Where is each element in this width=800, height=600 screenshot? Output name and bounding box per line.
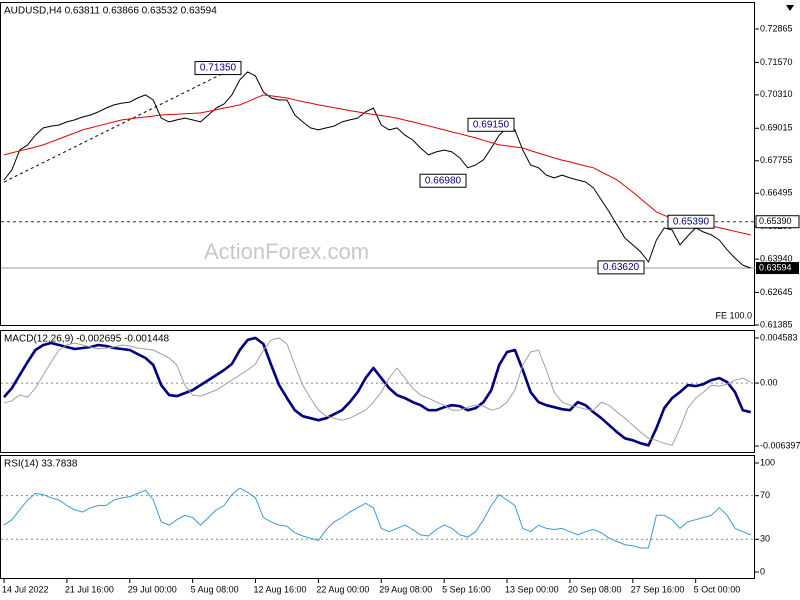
- annotation-box: [467, 117, 515, 132]
- macd-title: MACD(12,26,9) -0.002695 -0.001448: [4, 334, 170, 345]
- rsi-panel: [0, 455, 755, 579]
- y-tick-label: 0.00: [760, 377, 778, 387]
- y-tick-label: 0.63940: [760, 253, 793, 263]
- y-tick-label: 0.004583: [760, 332, 798, 342]
- last-price-box: [756, 262, 799, 275]
- y-tick-label: 0.67755: [760, 155, 793, 165]
- watermark: ActionForex.com: [204, 239, 369, 264]
- series-line: [3, 336, 752, 447]
- series-line: [3, 337, 751, 446]
- x-tick-label: 13 Sep 00:00: [505, 584, 559, 594]
- panel-toggle[interactable]: [786, 5, 794, 11]
- x-tick-label: 14 Jul 2022: [2, 584, 49, 594]
- fe-label: FE 100.0: [715, 310, 752, 320]
- x-tick-label: 22 Aug 00:00: [316, 584, 369, 594]
- x-tick-label: 27 Sep 16:00: [631, 584, 685, 594]
- x-tick-label: 5 Oct 00:00: [694, 584, 741, 594]
- annotation-label: 0.65390: [673, 216, 710, 227]
- annotation-label: 0.66980: [425, 175, 462, 186]
- trend-line: [3, 64, 241, 183]
- level-box: [755, 215, 800, 229]
- y-tick-label: 0: [760, 566, 765, 576]
- series-line: [3, 71, 751, 269]
- y-tick-label: 70: [760, 490, 770, 500]
- x-tick-label: 5 Sep 16:00: [442, 584, 491, 594]
- x-tick-label: 29 Jul 00:00: [128, 584, 177, 594]
- last-price-label: 0.63594: [759, 262, 792, 272]
- series-line: [3, 94, 751, 236]
- y-tick-label: 0.71570: [760, 57, 793, 67]
- y-tick-label: 30: [760, 534, 770, 544]
- macd-panel: [0, 330, 755, 453]
- annotation-label: 0.63620: [603, 262, 640, 273]
- y-tick-label: 0.66495: [760, 188, 793, 198]
- x-tick-label: 20 Sep 08:00: [568, 584, 622, 594]
- annotation-label: 0.71350: [200, 63, 237, 74]
- rsi-title: RSI(14) 33.7838: [4, 459, 78, 470]
- y-tick-label: 0.72865: [760, 23, 793, 33]
- price-panel: [0, 2, 755, 326]
- y-tick-label: 0.62645: [760, 287, 793, 297]
- level-label: 0.65390: [759, 216, 792, 226]
- annotation-box: [194, 61, 242, 76]
- x-tick-label: 5 Aug 08:00: [191, 584, 239, 594]
- series-line: [3, 487, 751, 549]
- x-tick-label: 21 Jul 16:00: [65, 584, 114, 594]
- annotation-box: [419, 173, 467, 188]
- y-tick-label: 100: [760, 457, 775, 467]
- y-tick-label: 0.69015: [760, 123, 793, 133]
- y-tick-label: 0.61385: [760, 319, 793, 329]
- price-title: AUDUSD,H4 0.63811 0.63866 0.63532 0.6359…: [4, 6, 217, 17]
- x-tick-label: 29 Aug 08:00: [379, 584, 432, 594]
- annotation-box: [597, 260, 645, 275]
- y-tick-label: 0.70310: [760, 89, 793, 99]
- annotation-label: 0.69150: [473, 119, 510, 130]
- y-tick-label: -0.006397: [760, 440, 800, 450]
- x-tick-label: 12 Aug 16:00: [254, 584, 307, 594]
- annotation-box: [667, 214, 715, 229]
